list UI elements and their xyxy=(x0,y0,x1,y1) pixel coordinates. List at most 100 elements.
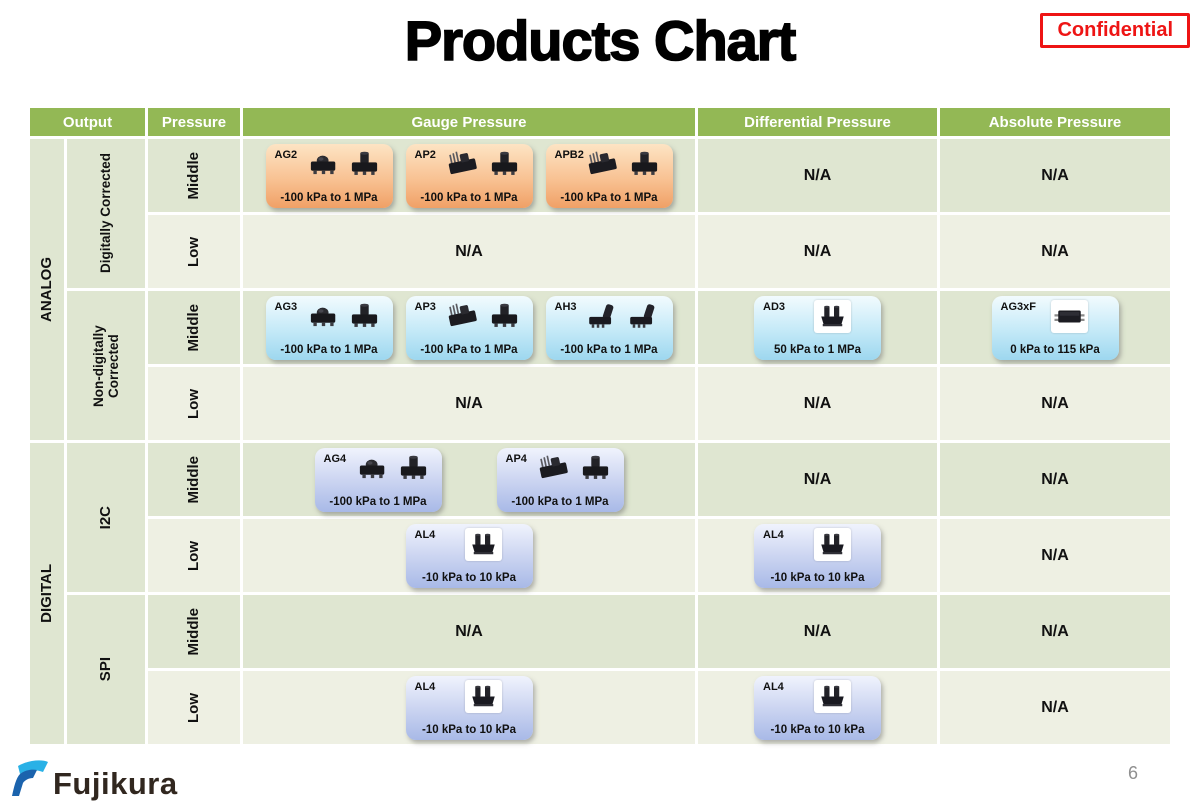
pressure-cell-low: Low xyxy=(148,519,240,592)
na-cell: N/A xyxy=(698,443,937,516)
na-cell: N/A xyxy=(940,215,1170,288)
sensor-images xyxy=(349,452,437,485)
sensor-images xyxy=(300,300,388,333)
rowgroup-i2c: I2C xyxy=(67,443,145,592)
rowgroup-spi: SPI xyxy=(67,595,145,744)
cell-gauge-analog-ndc-middle: AG3 -100 kPa to 1 MPa AP3 -100 kPa to 1 … xyxy=(243,291,695,364)
cell-absolute-analog-ndc-middle: AG3xF 0 kPa to 115 kPa xyxy=(940,291,1170,364)
product-range: -10 kPa to 10 kPa xyxy=(770,571,865,584)
pressure-cell-middle: Middle xyxy=(148,139,240,212)
na-cell: N/A xyxy=(940,671,1170,744)
na-cell: N/A xyxy=(940,595,1170,668)
header-gauge-pressure: Gauge Pressure xyxy=(243,108,695,136)
pressure-cell-low: Low xyxy=(148,367,240,440)
product-card-ad3: AD3 50 kPa to 1 MPa xyxy=(754,295,881,360)
cell-differential-digital-spi-low: AL4 -10 kPa to 10 kPa xyxy=(698,671,937,744)
na-cell: N/A xyxy=(698,215,937,288)
product-card-al4: AL4 -10 kPa to 10 kPa xyxy=(405,523,533,588)
chip-port-icon xyxy=(577,454,614,482)
product-name: AG2 xyxy=(274,148,298,161)
sensor-images xyxy=(440,527,528,561)
product-card-al4: AL4 -10 kPa to 10 kPa xyxy=(754,523,881,588)
product-range: -100 kPa to 1 MPa xyxy=(329,495,427,508)
product-card-ag2: AG2 -100 kPa to 1 MPa xyxy=(265,143,393,208)
cell-differential-analog-ndc-middle: AD3 50 kPa to 1 MPa xyxy=(698,291,937,364)
dual-port-icon xyxy=(467,529,500,560)
sensor-thumbnail xyxy=(813,527,851,561)
product-range: -10 kPa to 10 kPa xyxy=(770,723,865,736)
confidential-badge: Confidential xyxy=(1040,13,1190,48)
product-card-ap4: AP4 -100 kPa to 1 MPa xyxy=(496,447,624,512)
fujikura-logo-icon xyxy=(12,760,48,796)
product-range: -100 kPa to 1 MPa xyxy=(280,343,378,356)
fujikura-logo-text: Fujikura xyxy=(53,765,178,801)
product-name: AL4 xyxy=(763,528,784,541)
fujikura-logo: Fujikura xyxy=(10,758,178,801)
chip-port-icon xyxy=(486,150,523,178)
product-card-ag3xf: AG3xF 0 kPa to 115 kPa xyxy=(991,295,1119,360)
dual-port-icon xyxy=(816,529,849,560)
chip-pins-icon xyxy=(585,150,622,178)
pressure-low-label: Low xyxy=(184,540,202,571)
products-table: Output Pressure Gauge Pressure Different… xyxy=(30,108,1170,744)
product-card-al4: AL4 -10 kPa to 10 kPa xyxy=(754,675,881,740)
chip-dome-icon xyxy=(354,454,391,482)
product-range: -10 kPa to 10 kPa xyxy=(422,723,516,736)
product-name: AP3 xyxy=(414,300,436,313)
na-cell: N/A xyxy=(243,595,695,668)
na-cell: N/A xyxy=(698,367,937,440)
product-name: AH3 xyxy=(554,300,577,313)
sensor-images xyxy=(788,527,876,561)
product-card-ag3: AG3 -100 kPa to 1 MPa xyxy=(265,295,393,360)
na-cell: N/A xyxy=(940,139,1170,212)
na-cell: N/A xyxy=(698,139,937,212)
header-absolute-pressure: Absolute Pressure xyxy=(940,108,1170,136)
product-name: AG3 xyxy=(274,300,298,313)
rowgroup-analog-label: ANALOG xyxy=(37,257,55,322)
chip-pins-icon xyxy=(536,454,573,482)
product-card-apb2: APB2 -100 kPa to 1 MPa xyxy=(545,143,673,208)
product-card-ap3: AP3 -100 kPa to 1 MPa xyxy=(405,295,533,360)
product-name: AL4 xyxy=(414,680,436,693)
sensor-images xyxy=(440,679,528,713)
pressure-low-label: Low xyxy=(184,692,202,723)
product-range: 50 kPa to 1 MPa xyxy=(774,343,861,356)
sensor-images xyxy=(788,679,876,713)
sensor-thumbnail xyxy=(465,527,502,561)
pressure-middle-label: Middle xyxy=(184,455,202,504)
sensor-thumbnail xyxy=(813,299,851,333)
rowgroup-non-digitally-corrected-label: Non-digitally Corrected xyxy=(90,324,121,407)
sensor-thumbnail xyxy=(813,679,851,713)
product-name: AL4 xyxy=(763,680,784,693)
na-cell: N/A xyxy=(940,367,1170,440)
product-range: -100 kPa to 1 MPa xyxy=(560,191,658,204)
product-range: 0 kPa to 115 kPa xyxy=(1010,343,1100,356)
rowgroup-i2c-label: I2C xyxy=(96,505,114,530)
product-range: -100 kPa to 1 MPa xyxy=(420,343,518,356)
product-name: AG4 xyxy=(323,452,347,465)
pressure-middle-label: Middle xyxy=(184,607,202,656)
pressure-low-label: Low xyxy=(184,388,202,419)
product-range: -100 kPa to 1 MPa xyxy=(511,495,609,508)
page-title: Products Chart xyxy=(404,8,797,73)
pressure-cell-middle: Middle xyxy=(148,291,240,364)
cell-gauge-analog-dc-middle: AG2 -100 kPa to 1 MPa AP2 -100 kPa to 1 … xyxy=(243,139,695,212)
rowgroup-digital: DIGITAL xyxy=(30,443,64,744)
product-name: AP2 xyxy=(414,148,436,161)
product-range: -100 kPa to 1 MPa xyxy=(560,343,658,356)
sensor-images xyxy=(788,299,876,333)
chip-pins-icon xyxy=(445,302,482,330)
elbow-port-icon xyxy=(626,302,663,330)
sensor-images xyxy=(440,300,528,333)
pressure-middle-label: Middle xyxy=(184,303,202,352)
pressure-cell-low: Low xyxy=(148,215,240,288)
cell-gauge-digital-spi-low: AL4 -10 kPa to 10 kPa xyxy=(243,671,695,744)
pressure-middle-label: Middle xyxy=(184,151,202,200)
pressure-cell-middle: Middle xyxy=(148,443,240,516)
sensor-images xyxy=(1026,299,1114,333)
chip-port-icon xyxy=(395,454,432,482)
product-name: AG3xF xyxy=(1000,300,1036,313)
na-cell: N/A xyxy=(243,215,695,288)
product-name: AP4 xyxy=(505,452,527,465)
